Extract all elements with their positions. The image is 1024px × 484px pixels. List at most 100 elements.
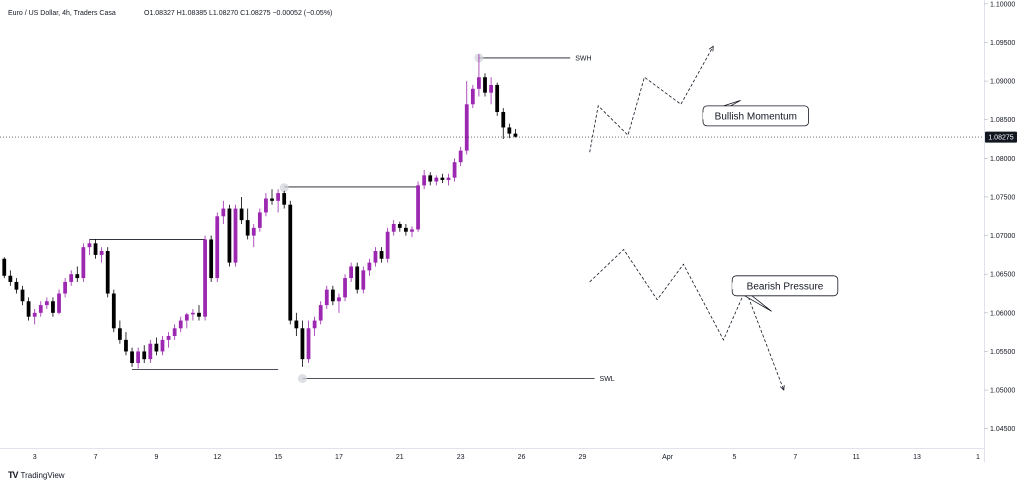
candle <box>44 297 49 309</box>
candle <box>111 289 116 333</box>
candle <box>221 200 226 224</box>
candle <box>215 212 220 282</box>
candle-body <box>251 227 256 236</box>
annotations-layer: Bullish Momentum Bearish Pressure <box>702 100 839 312</box>
candle <box>464 81 469 155</box>
candle-body <box>489 84 493 93</box>
candle-body <box>306 328 311 360</box>
candle <box>93 239 98 259</box>
candle-body <box>2 258 7 276</box>
level-label: SWL <box>600 376 615 383</box>
candle-body <box>446 177 451 180</box>
symbol-title: Euro / US Dollar, 4h, Traders Casa <box>8 10 116 17</box>
candle-body <box>404 227 408 232</box>
candle-body <box>324 289 329 306</box>
callout-text: Bullish Momentum <box>715 111 797 122</box>
candle-body <box>166 336 171 340</box>
candle-body <box>38 305 43 313</box>
candle-body <box>477 77 481 89</box>
candle <box>227 204 232 267</box>
candle <box>8 270 13 286</box>
time-tick-label: 23 <box>457 454 465 461</box>
price-axis[interactable]: 1.10000 1.09500 1.09000 1.08500 1.08000 1.075… <box>984 1 1015 433</box>
candle-body <box>464 104 469 151</box>
candle <box>233 204 238 267</box>
candle-body <box>373 251 378 263</box>
candle <box>160 336 165 356</box>
candle <box>251 224 256 248</box>
ohlc-readout: O1.08327 H1.08385 L1.08270 C1.08275 −0.0… <box>144 10 332 17</box>
brand-name: TradingView <box>20 470 65 480</box>
candle-body <box>501 112 506 128</box>
candle-body <box>14 281 19 290</box>
candle-body <box>410 229 414 232</box>
candle-body <box>93 243 98 255</box>
candle-body <box>209 239 214 279</box>
candle-body <box>397 224 402 228</box>
pivot-marker <box>279 183 289 193</box>
candle-body <box>379 251 384 259</box>
candle-body <box>318 305 323 321</box>
candle <box>57 289 61 315</box>
candle-body <box>282 193 287 205</box>
price-tick-label: 1.07500 <box>990 194 1015 201</box>
candle-body <box>300 328 305 360</box>
candle <box>312 316 317 336</box>
candle-body <box>44 301 49 306</box>
projections-layer <box>589 45 785 391</box>
price-tick-label: 1.06000 <box>990 310 1015 317</box>
candle <box>306 320 311 364</box>
price-tick-label: 1.06500 <box>990 272 1015 279</box>
candle <box>367 258 372 276</box>
candle-body <box>349 266 354 279</box>
candle <box>245 208 250 240</box>
candle <box>184 312 189 329</box>
candle-body <box>184 314 189 321</box>
candle <box>197 305 201 321</box>
candle-body <box>452 162 457 178</box>
candle-body <box>385 231 390 259</box>
candle-body <box>495 84 500 112</box>
candle <box>318 301 323 325</box>
candle-body <box>191 312 195 315</box>
candle <box>501 108 506 140</box>
candle <box>81 243 86 282</box>
candle <box>343 274 347 302</box>
candle <box>282 190 287 209</box>
candle <box>2 257 7 279</box>
time-tick-label: 17 <box>335 454 343 461</box>
candle <box>136 347 141 369</box>
candle-body <box>8 275 13 282</box>
candle <box>349 262 354 282</box>
candle-body <box>75 274 80 279</box>
price-tick-label: 1.07000 <box>990 233 1015 240</box>
candle <box>14 278 19 294</box>
time-tick-label: 7 <box>94 454 98 461</box>
candle <box>416 181 420 232</box>
candle-body <box>215 216 220 279</box>
candle <box>404 224 408 236</box>
brand-footer[interactable]: TV TradingView <box>8 470 65 480</box>
candle-body <box>32 312 37 317</box>
time-tick-label: 9 <box>154 454 158 461</box>
candle-body <box>203 239 207 317</box>
candle-body <box>111 293 116 329</box>
annotation-callout: Bullish Momentum <box>702 100 809 127</box>
time-axis[interactable]: 3 7 9 12 15 17 21 23 26 29 Apr 5 7 11 13 1 <box>33 454 980 461</box>
candle-body <box>416 185 420 230</box>
candle-body <box>422 175 427 186</box>
candle <box>264 193 268 217</box>
candle <box>495 82 500 116</box>
price-tick-label: 1.05000 <box>990 388 1015 395</box>
candle <box>294 312 299 336</box>
candle <box>483 73 487 97</box>
candle <box>428 172 433 186</box>
candle-body <box>99 251 104 255</box>
candle-body <box>117 328 122 340</box>
candle-body <box>178 320 183 329</box>
candle <box>142 345 147 364</box>
price-tick-label: 1.04500 <box>990 426 1015 433</box>
candle <box>38 301 43 317</box>
